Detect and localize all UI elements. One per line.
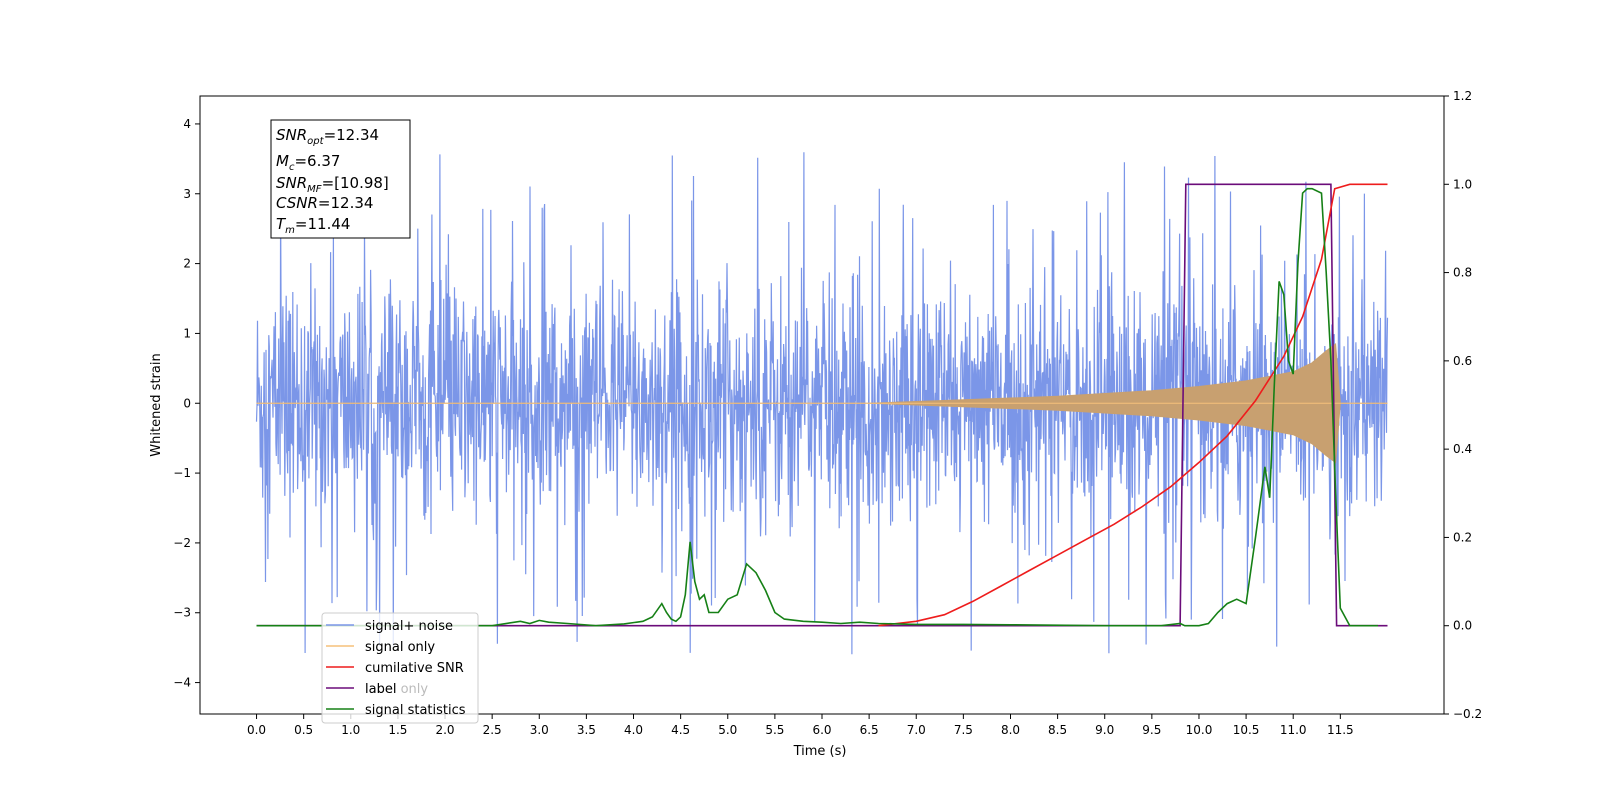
x-tick-label: 11.0	[1280, 723, 1307, 737]
x-tick-label: 9.0	[1095, 723, 1114, 737]
x-tick-label: 8.5	[1048, 723, 1067, 737]
x-tick-label: 1.0	[341, 723, 360, 737]
legend: signal only label only signal+ noise sig…	[321, 612, 479, 724]
y-tick-label: 0	[183, 396, 191, 410]
legend-ghost-text: signal only	[365, 640, 435, 655]
y-tick-label: −2	[173, 536, 191, 550]
x-tick-label: 6.5	[860, 723, 879, 737]
legend-label-signal-noise: signal+ noise	[365, 619, 453, 634]
annotation-csnr: CSNR=12.34	[276, 194, 373, 212]
y-tick-label: 1	[183, 326, 191, 340]
annotation-snr-opt: SNRopt=12.34	[276, 126, 379, 147]
x-tick-label: 9.5	[1142, 723, 1161, 737]
annotation-frame	[270, 119, 411, 239]
signal-only-series	[256, 342, 1388, 464]
x-tick-label: 1.5	[388, 723, 407, 737]
y2-tick-label: 1.2	[1453, 89, 1472, 103]
signal-noise-line	[255, 152, 1389, 655]
annotation-box: SNRopt=12.34 Mc=6.37 SNRMF=[10.98] CSNR=…	[270, 119, 411, 239]
y-tick-label: 2	[183, 257, 191, 271]
y2-tick-label: −0.2	[1453, 707, 1482, 721]
x-tick-label: 3.0	[530, 723, 549, 737]
x-tick-label: 6.0	[812, 723, 831, 737]
x-axis: 0.0 0.5 1.0 1.5 2.0 2.5 3.0 3.5 4.0 4.5 5.0 5.5 6.0 6…	[247, 714, 1354, 737]
legend-label-label: label	[365, 682, 396, 697]
x-axis-label: Time (s)	[793, 744, 847, 759]
y-tick-label: 3	[183, 187, 191, 201]
y2-tick-label: 0.6	[1453, 354, 1472, 368]
y-tick-label: 4	[183, 117, 191, 131]
legend-frame	[321, 612, 479, 724]
x-tick-label: 4.0	[624, 723, 643, 737]
y-axis-label: Whitened strain	[149, 353, 164, 456]
annotation-mc: Mc=6.37	[276, 152, 340, 173]
y2-tick-label: 0.2	[1453, 530, 1472, 544]
y-tick-label: −3	[173, 606, 191, 620]
y2-tick-label: 1.0	[1453, 177, 1472, 191]
x-tick-label: 8.0	[1001, 723, 1020, 737]
signal-statistics-line	[256, 187, 1378, 627]
y2-tick-label: 0.8	[1453, 266, 1472, 280]
annotation-snr-mf: SNRMF=[10.98]	[276, 174, 389, 195]
x-tick-label: 2.0	[435, 723, 454, 737]
x-tick-label: 5.5	[765, 723, 784, 737]
x-tick-label: 3.5	[577, 723, 596, 737]
y-tick-label: −1	[173, 466, 191, 480]
y2-tick-label: 0.0	[1453, 619, 1472, 633]
y-axis-left: 4 3 2 1 0 −1 −2 −3 −4	[173, 117, 200, 690]
x-tick-label: 0.0	[247, 723, 266, 737]
x-tick-label: 7.0	[907, 723, 926, 737]
y-axis-right: 1.2 1.0 0.8 0.6 0.4 0.2 0.0 −0.2	[1444, 89, 1482, 721]
x-tick-label: 10.5	[1233, 723, 1260, 737]
x-tick-label: 10.0	[1186, 723, 1213, 737]
x-tick-label: 2.5	[483, 723, 502, 737]
x-tick-label: 4.5	[671, 723, 690, 737]
x-tick-label: 11.5	[1327, 723, 1354, 737]
cumulative-snr-line	[878, 183, 1388, 627]
right-axis-series	[256, 183, 1388, 627]
x-tick-label: 7.5	[954, 723, 973, 737]
signal-noise-series	[255, 152, 1389, 655]
legend-label-signal-only: signal only	[365, 640, 435, 655]
x-tick-label: 5.0	[718, 723, 737, 737]
y2-tick-label: 0.4	[1453, 442, 1472, 456]
legend-label-signal-statistics: signal statistics	[365, 703, 466, 718]
annotation-tm: Tm=11.44	[276, 215, 350, 236]
legend-ghost-text: label only	[365, 682, 428, 697]
y-tick-label: −4	[173, 676, 191, 690]
legend-label-cumulative-snr: cumilative SNR	[365, 661, 464, 676]
x-tick-label: 0.5	[294, 723, 313, 737]
